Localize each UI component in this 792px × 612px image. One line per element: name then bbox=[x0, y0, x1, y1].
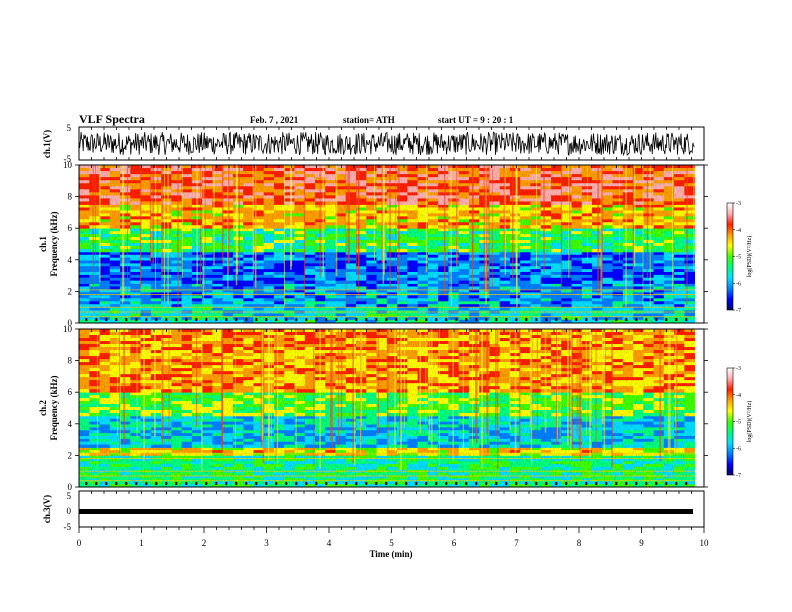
spectrogram-marker bbox=[285, 318, 288, 321]
spectrogram-marker bbox=[585, 318, 588, 321]
spectrogram-marker bbox=[175, 318, 178, 321]
freq-tick-label: 6 bbox=[68, 223, 73, 233]
freq-tick-label: 2 bbox=[68, 286, 73, 296]
spectrogram-marker bbox=[295, 318, 298, 321]
spectrogram-marker bbox=[405, 318, 408, 321]
spectrogram-marker bbox=[415, 318, 418, 321]
ch1-wave-ylabel: ch.1(V) bbox=[42, 130, 52, 158]
spectrogram-marker bbox=[85, 318, 88, 321]
ch1-spec-ylabel-channel: ch.1 bbox=[38, 236, 48, 252]
spectrogram-marker bbox=[215, 318, 218, 321]
ch1-freq-ticks: 0 2 4 6 8 10 bbox=[63, 160, 708, 328]
spectrogram-marker bbox=[305, 318, 308, 321]
ch1-tick-top: 5 bbox=[67, 123, 72, 133]
spectrogram-marker bbox=[395, 318, 398, 321]
spectrogram-marker bbox=[445, 318, 448, 321]
spectrogram-marker bbox=[385, 318, 388, 321]
spectrogram-marker bbox=[675, 318, 678, 321]
freq-tick-label: 4 bbox=[68, 255, 73, 265]
spectrogram-marker bbox=[505, 318, 508, 321]
spectrogram-marker bbox=[465, 318, 468, 321]
spectrogram-noise bbox=[79, 165, 695, 323]
spectrogram-marker bbox=[235, 318, 238, 321]
spectrogram-marker bbox=[495, 318, 498, 321]
ch1-waveform-line bbox=[78, 131, 695, 157]
spectrogram-marker bbox=[655, 318, 658, 321]
spectrogram-marker bbox=[105, 318, 108, 321]
spectrogram-marker bbox=[555, 318, 558, 321]
spectrogram-marker bbox=[355, 318, 358, 321]
spectrogram-marker bbox=[115, 318, 118, 321]
freq-tick-label: 10 bbox=[63, 160, 73, 170]
spectrogram-marker bbox=[435, 318, 438, 321]
spectrogram-marker bbox=[605, 318, 608, 321]
spectrogram-marker bbox=[515, 318, 518, 321]
spectrogram-marker bbox=[195, 318, 198, 321]
spectrogram-marker bbox=[575, 318, 578, 321]
date-label: Feb. 7 , 2021 bbox=[250, 115, 299, 125]
spectrogram-marker bbox=[145, 318, 148, 321]
spectrogram-marker bbox=[165, 318, 168, 321]
ch1-tick-bottom: -5 bbox=[64, 154, 72, 164]
ch1-spectrogram-image bbox=[79, 165, 704, 324]
spectrogram-marker bbox=[595, 318, 598, 321]
spectrogram-marker bbox=[95, 318, 98, 321]
spectrogram-marker bbox=[645, 318, 648, 321]
ch1-spec-ylabel-frequency: Frequency (kHz) bbox=[49, 211, 59, 276]
spectrogram-marker bbox=[245, 318, 248, 321]
start-time-label: start UT = 9 : 20 : 1 bbox=[438, 115, 514, 125]
spectrogram-marker bbox=[485, 318, 488, 321]
station-label: station= ATH bbox=[343, 115, 395, 125]
spectrogram-marker bbox=[685, 318, 688, 321]
spectrogram-marker bbox=[475, 318, 478, 321]
spectrogram-marker bbox=[525, 318, 528, 321]
spectrogram-marker bbox=[365, 318, 368, 321]
spectrogram-marker bbox=[535, 318, 538, 321]
spectrogram-marker bbox=[265, 318, 268, 321]
spectrogram-marker bbox=[225, 318, 228, 321]
spectrogram-marker bbox=[155, 318, 158, 321]
ch2-spectrogram-image bbox=[79, 329, 704, 488]
spectrogram-marker bbox=[375, 318, 378, 321]
spectrogram-marker bbox=[325, 318, 328, 321]
freq-tick-label: 0 bbox=[68, 318, 73, 328]
spectrogram-marker bbox=[425, 318, 428, 321]
freq-tick-label: 8 bbox=[68, 192, 73, 202]
spectrogram-marker bbox=[185, 318, 188, 321]
spectrogram-marker bbox=[275, 318, 278, 321]
spectrogram-marker bbox=[255, 318, 258, 321]
spectrogram-marker bbox=[335, 318, 338, 321]
spectrogram-marker bbox=[635, 318, 638, 321]
spectrogram-marker bbox=[135, 318, 138, 321]
figure-title: VLF Spectra bbox=[79, 112, 145, 126]
spectrogram-marker bbox=[125, 318, 128, 321]
spectrogram-marker bbox=[315, 318, 318, 321]
spectrogram-marker bbox=[205, 318, 208, 321]
spectrogram-marker bbox=[455, 318, 458, 321]
spectrogram-marker bbox=[565, 318, 568, 321]
spectrogram-marker bbox=[625, 318, 628, 321]
spectrogram-marker bbox=[665, 318, 668, 321]
ch1-waveform-panel: 5 -5 ch.1(V) bbox=[42, 123, 705, 164]
spectrogram-marker bbox=[615, 318, 618, 321]
spectrogram-marker bbox=[345, 318, 348, 321]
spectrogram-marker bbox=[545, 318, 548, 321]
ch1-spectrogram-panel: 0 2 4 6 8 10 ch.1 Frequency (kHz) bbox=[38, 160, 708, 328]
